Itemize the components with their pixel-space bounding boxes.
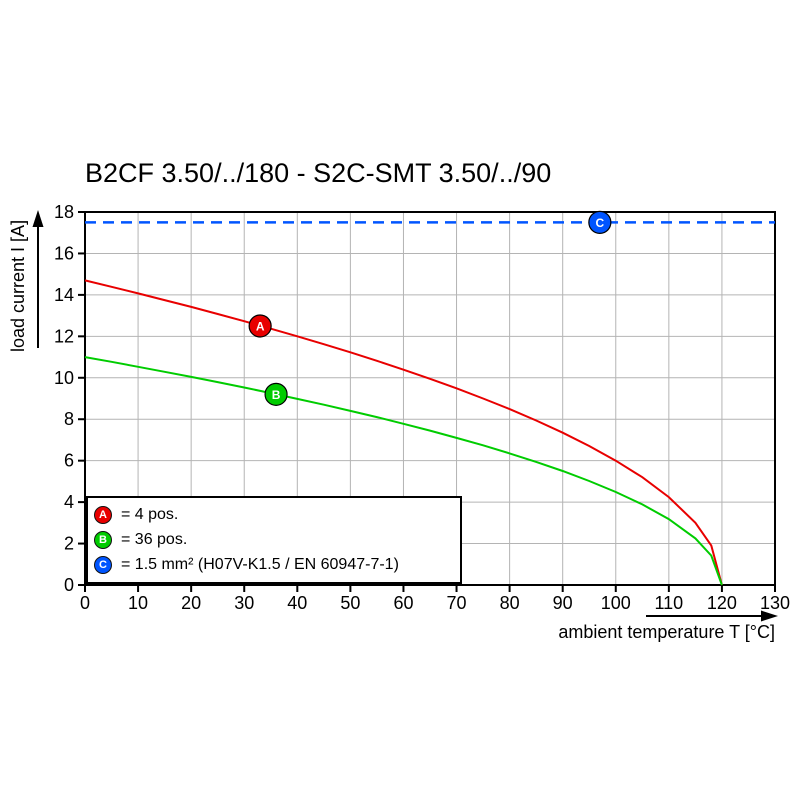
x-tick-label: 20 (181, 593, 201, 613)
y-tick-label: 0 (64, 575, 74, 595)
x-tick-label: 90 (553, 593, 573, 613)
x-axis-label: ambient temperature T [°C] (558, 622, 775, 642)
series-curve-a (84, 279, 723, 586)
y-tick-label: 6 (64, 451, 74, 471)
legend-marker-c-icon: C (94, 556, 112, 575)
legend-item-b: B = 36 pos. (94, 530, 454, 549)
y-tick-label: 14 (54, 285, 74, 305)
curve-marker-b-icon (264, 382, 288, 406)
x-tick-label: 30 (234, 593, 254, 613)
x-tick-label: 40 (287, 593, 307, 613)
legend-marker-a-icon: A (94, 505, 112, 524)
curve-marker-letter: A (256, 319, 265, 333)
y-tick-label: 10 (54, 368, 74, 388)
legend-label-b: = 36 pos. (121, 530, 188, 548)
legend-marker-b-icon: B (94, 530, 112, 549)
legend-letter-a: A (99, 508, 107, 521)
y-tick-label: 8 (64, 409, 74, 429)
x-tick-label: 10 (128, 593, 148, 613)
x-tick-label: 60 (393, 593, 413, 613)
y-tick-label: 18 (54, 202, 74, 222)
curve-marker-letter: B (272, 388, 281, 402)
y-tick-label: 2 (64, 534, 74, 554)
y-tick-label: 16 (54, 243, 74, 263)
x-tick-label: 130 (760, 593, 790, 613)
y-axis-arrowhead-icon (32, 210, 44, 227)
x-tick-label: 70 (447, 593, 467, 613)
legend-label-a: = 4 pos. (121, 505, 179, 523)
chart-title: B2CF 3.50/../180 - S2C-SMT 3.50/../90 (85, 158, 552, 188)
y-tick-label: 12 (54, 326, 74, 346)
curve-marker-c-icon (588, 210, 612, 234)
curve-marker-letter: C (596, 216, 605, 230)
x-tick-label: 110 (654, 593, 683, 613)
x-tick-label: 80 (500, 593, 520, 613)
x-tick-label: 120 (707, 593, 737, 613)
series-curve-b (84, 356, 723, 586)
legend-label-c: = 1.5 mm² (H07V-K1.5 / EN 60947-7-1) (121, 556, 399, 574)
legend-item-a: A = 4 pos. (94, 505, 454, 524)
curve-marker-a-icon (248, 314, 272, 338)
x-tick-label: 0 (80, 593, 90, 613)
x-tick-label: 50 (340, 593, 360, 613)
y-axis-label: load current I [A] (8, 219, 28, 352)
legend-item-c: C = 1.5 mm² (H07V-K1.5 / EN 60947-7-1) (94, 556, 454, 575)
x-tick-label: 100 (601, 593, 631, 613)
x-axis-arrowhead-icon (761, 610, 778, 622)
chart-legend: A = 4 pos. B = 36 pos. C = 1.5 mm² (H07V… (86, 496, 462, 584)
legend-letter-b: B (99, 533, 107, 546)
legend-letter-c: C (99, 559, 107, 572)
plot-border (84, 211, 776, 586)
y-tick-label: 4 (64, 492, 74, 512)
